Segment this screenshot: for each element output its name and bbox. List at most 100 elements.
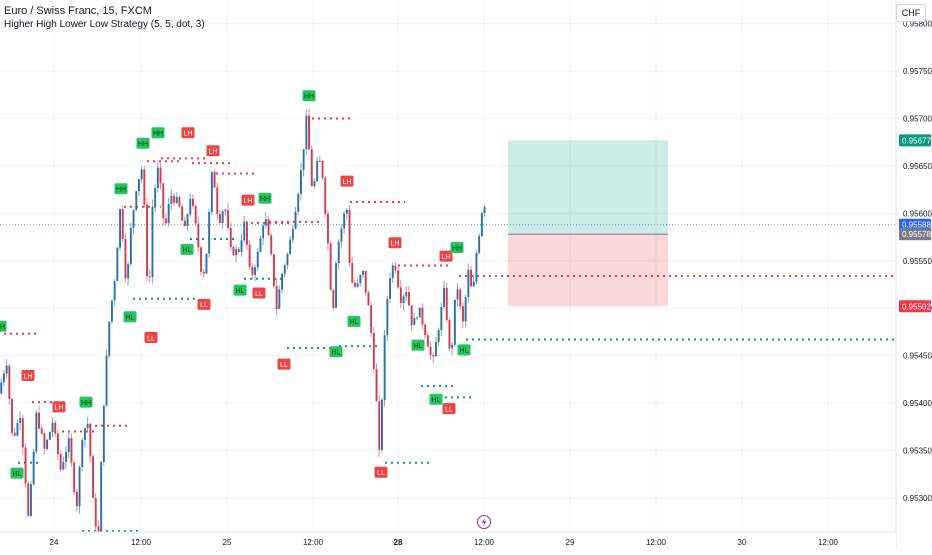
candle-body (426, 335, 429, 347)
candle-body (402, 296, 405, 303)
candle-body (440, 307, 443, 331)
candle-body (16, 422, 19, 436)
price-label-box (899, 134, 931, 147)
candle-body (405, 292, 408, 297)
swing-label: LH (206, 145, 220, 157)
candle-body (202, 271, 205, 274)
swing-label: HH (151, 127, 165, 139)
lightning-icon[interactable] (477, 515, 491, 529)
swing-label-text: HL (126, 314, 135, 321)
candle-body (30, 484, 32, 516)
candle-body (329, 243, 332, 291)
swing-label-text: LH (184, 131, 193, 138)
candle-body (370, 305, 373, 333)
currency-button[interactable]: CHF (896, 4, 926, 22)
candle-body (167, 204, 170, 223)
candle-body (464, 297, 467, 322)
swing-label-box (277, 358, 291, 370)
swing-label: HL (429, 393, 443, 405)
candle-body (108, 321, 111, 356)
swing-label-text: HH (81, 400, 91, 407)
candle-body (327, 213, 329, 244)
swing-label-text: HL (460, 348, 469, 355)
candle-body (294, 211, 297, 229)
indicator-title: Higher High Lower Low Strategy (5, 5, do… (4, 19, 205, 30)
swing-label: HL (347, 315, 361, 327)
swing-label-box (258, 192, 272, 204)
candle-body (408, 292, 410, 306)
swing-label-text: LH (24, 373, 33, 380)
candle-body (451, 344, 454, 349)
candle-body (275, 285, 278, 310)
candle-body (391, 265, 394, 279)
candle-body (386, 298, 389, 336)
swing-label-text: LH (209, 149, 218, 156)
price-tick-label: 0.95550 (903, 257, 932, 266)
swing-label-text: LL (255, 291, 263, 298)
swing-label: HL (329, 346, 343, 358)
price-axis-bg (896, 0, 932, 550)
candle-body (375, 369, 378, 402)
candle-body (343, 213, 346, 229)
candle-body (78, 467, 81, 507)
candle-body (321, 160, 324, 178)
candle-body (318, 160, 321, 162)
candle-body (470, 269, 472, 287)
candle-body (267, 219, 270, 236)
time-tick-label: 29 (566, 538, 575, 547)
swing-label-text: HH (452, 245, 462, 252)
candle-body (286, 254, 289, 266)
long-position-tool[interactable] (508, 140, 668, 307)
swing-label-box (181, 127, 195, 139)
candle-body (38, 412, 40, 429)
candle-body (300, 170, 302, 194)
swing-label-text: HH (138, 141, 148, 148)
candle-body (421, 307, 424, 325)
candle-body (192, 198, 194, 206)
candle-body (256, 251, 259, 268)
swing-label-text: LL (377, 470, 385, 477)
candle-body (248, 244, 251, 267)
candle-body (359, 275, 362, 284)
swing-label-box (206, 145, 220, 157)
swing-label-box (374, 466, 388, 478)
candle-body (100, 461, 103, 543)
candle-body (237, 249, 240, 252)
swing-label-text: HH (304, 94, 314, 101)
candle-body (372, 332, 375, 370)
candle-body (437, 330, 440, 343)
swing-label-box (21, 370, 35, 382)
candle-body (173, 195, 175, 203)
candle-body (40, 428, 43, 434)
swing-label: LH (21, 370, 35, 382)
candle-body (186, 214, 189, 227)
candle-body (205, 253, 208, 274)
swing-label-box (442, 403, 456, 415)
swing-label-box (252, 287, 266, 299)
candle-body (273, 254, 275, 286)
swing-label-text: LL (445, 406, 453, 413)
candle-body (111, 300, 113, 322)
candle-body (232, 247, 235, 256)
candle-body (27, 483, 30, 516)
swing-label: LL (277, 358, 291, 370)
swing-label-text: HL (236, 288, 245, 295)
candle-body (345, 209, 348, 214)
price-tick-label: 0.95750 (903, 67, 932, 76)
session-marker[interactable] (477, 515, 491, 529)
swing-label: HL (233, 284, 247, 296)
swing-label-text: HH (153, 131, 163, 138)
candle-body (332, 290, 335, 308)
swing-label: LH (340, 175, 354, 187)
candle-body (132, 209, 135, 228)
swing-label-box (439, 250, 453, 262)
swing-label: HH (258, 192, 272, 204)
candle-body (418, 307, 421, 318)
swing-label-box (450, 242, 464, 254)
candle-body (472, 281, 475, 287)
price-label-box (899, 228, 931, 241)
candle-body (208, 212, 211, 254)
